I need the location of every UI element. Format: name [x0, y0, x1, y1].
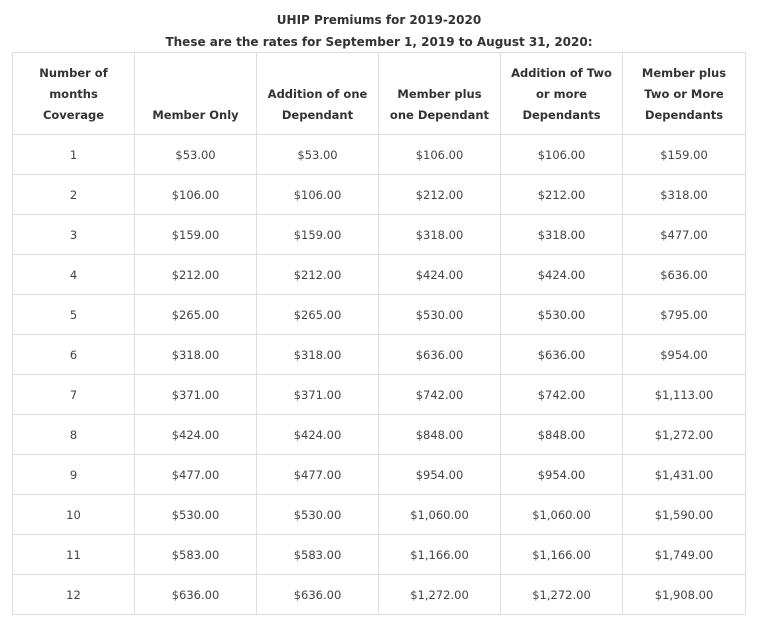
cell-months: 3 [12, 214, 135, 255]
cell-member-plus-one: $1,272.00 [378, 574, 501, 615]
cell-addition-one: $212.00 [256, 254, 379, 295]
page-title: UHIP Premiums for 2019-2020 [276, 13, 482, 27]
cell-months: 12 [12, 574, 135, 615]
table-row: 5 $265.00 $265.00 $530.00 $530.00 $795.00 [12, 294, 746, 335]
cell-member-plus-one: $424.00 [378, 254, 501, 295]
table-row: 10 $530.00 $530.00 $1,060.00 $1,060.00 $1,590… [12, 494, 746, 535]
cell-member-plus-two-plus: $1,431.00 [622, 454, 746, 495]
table-row: 2 $106.00 $106.00 $212.00 $212.00 $318.00 [12, 174, 746, 215]
cell-member-plus-two-plus: $795.00 [622, 294, 746, 335]
cell-months: 2 [12, 174, 135, 215]
cell-addition-two-plus: $1,272.00 [500, 574, 623, 615]
table-row: 12 $636.00 $636.00 $1,272.00 $1,272.00 $1,908… [12, 574, 746, 615]
cell-addition-one: $583.00 [256, 534, 379, 575]
cell-member-plus-one: $106.00 [378, 134, 501, 175]
cell-member-only: $583.00 [134, 534, 257, 575]
cell-addition-one: $636.00 [256, 574, 379, 615]
cell-months: 1 [12, 134, 135, 175]
cell-months: 9 [12, 454, 135, 495]
premium-rates-table: Number of months Coverage Member Only Ad… [12, 52, 746, 615]
cell-member-only: $477.00 [134, 454, 257, 495]
cell-member-plus-two-plus: $1,749.00 [622, 534, 746, 575]
header-member-plus-one: Member plus one Dependant [378, 52, 501, 135]
cell-months: 10 [12, 494, 135, 535]
cell-member-only: $212.00 [134, 254, 257, 295]
cell-member-plus-one: $954.00 [378, 454, 501, 495]
table-row: 7 $371.00 $371.00 $742.00 $742.00 $1,113.00 [12, 374, 746, 415]
cell-member-only: $106.00 [134, 174, 257, 215]
cell-addition-one: $477.00 [256, 454, 379, 495]
cell-member-plus-one: $318.00 [378, 214, 501, 255]
cell-member-plus-two-plus: $1,113.00 [622, 374, 746, 415]
cell-addition-two-plus: $1,166.00 [500, 534, 623, 575]
cell-member-plus-one: $530.00 [378, 294, 501, 335]
cell-months: 7 [12, 374, 135, 415]
cell-member-only: $371.00 [134, 374, 257, 415]
cell-member-plus-two-plus: $159.00 [622, 134, 746, 175]
cell-member-plus-one: $1,166.00 [378, 534, 501, 575]
header-member-plus-two-or-more: Member plus Two or More Dependants [622, 52, 746, 135]
cell-member-plus-one: $848.00 [378, 414, 501, 455]
header-member-only: Member Only [134, 52, 257, 135]
cell-member-only: $265.00 [134, 294, 257, 335]
cell-addition-one: $318.00 [256, 334, 379, 375]
header-addition-two-or-more: Addition of Two or more Dependants [500, 52, 623, 135]
cell-member-plus-two-plus: $1,590.00 [622, 494, 746, 535]
table-row: 8 $424.00 $424.00 $848.00 $848.00 $1,272.00 [12, 414, 746, 455]
cell-member-only: $53.00 [134, 134, 257, 175]
cell-addition-two-plus: $212.00 [500, 174, 623, 215]
table-header-row: Number of months Coverage Member Only Ad… [12, 52, 746, 135]
cell-addition-two-plus: $742.00 [500, 374, 623, 415]
cell-addition-one: $265.00 [256, 294, 379, 335]
cell-addition-one: $424.00 [256, 414, 379, 455]
cell-addition-one: $159.00 [256, 214, 379, 255]
cell-addition-one: $371.00 [256, 374, 379, 415]
cell-member-only: $636.00 [134, 574, 257, 615]
cell-member-only: $530.00 [134, 494, 257, 535]
cell-addition-two-plus: $106.00 [500, 134, 623, 175]
cell-addition-two-plus: $848.00 [500, 414, 623, 455]
cell-addition-one: $106.00 [256, 174, 379, 215]
header-addition-one-dependant: Addition of one Dependant [256, 52, 379, 135]
cell-member-only: $159.00 [134, 214, 257, 255]
cell-months: 8 [12, 414, 135, 455]
cell-member-only: $424.00 [134, 414, 257, 455]
cell-member-plus-two-plus: $636.00 [622, 254, 746, 295]
table-row: 3 $159.00 $159.00 $318.00 $318.00 $477.00 [12, 214, 746, 255]
cell-member-plus-two-plus: $1,908.00 [622, 574, 746, 615]
cell-addition-one: $530.00 [256, 494, 379, 535]
cell-addition-two-plus: $954.00 [500, 454, 623, 495]
cell-addition-two-plus: $1,060.00 [500, 494, 623, 535]
cell-months: 6 [12, 334, 135, 375]
cell-months: 4 [12, 254, 135, 295]
cell-addition-two-plus: $530.00 [500, 294, 623, 335]
table-row: 6 $318.00 $318.00 $636.00 $636.00 $954.00 [12, 334, 746, 375]
cell-member-plus-two-plus: $318.00 [622, 174, 746, 215]
cell-member-plus-two-plus: $1,272.00 [622, 414, 746, 455]
table-row: 11 $583.00 $583.00 $1,166.00 $1,166.00 $1,749… [12, 534, 746, 575]
cell-addition-two-plus: $318.00 [500, 214, 623, 255]
cell-member-only: $318.00 [134, 334, 257, 375]
cell-member-plus-one: $636.00 [378, 334, 501, 375]
table-row: 9 $477.00 $477.00 $954.00 $954.00 $1,431.00 [12, 454, 746, 495]
cell-months: 5 [12, 294, 135, 335]
table-row: 4 $212.00 $212.00 $424.00 $424.00 $636.00 [12, 254, 746, 295]
cell-addition-two-plus: $424.00 [500, 254, 623, 295]
cell-member-plus-two-plus: $954.00 [622, 334, 746, 375]
cell-addition-two-plus: $636.00 [500, 334, 623, 375]
cell-addition-one: $53.00 [256, 134, 379, 175]
table-body: 1 $53.00 $53.00 $106.00 $106.00 $159.00 2 $106.… [12, 134, 746, 615]
header-months-coverage: Number of months Coverage [12, 52, 135, 135]
cell-member-plus-one: $1,060.00 [378, 494, 501, 535]
table-row: 1 $53.00 $53.00 $106.00 $106.00 $159.00 [12, 134, 746, 175]
cell-member-plus-two-plus: $477.00 [622, 214, 746, 255]
cell-months: 11 [12, 534, 135, 575]
cell-member-plus-one: $742.00 [378, 374, 501, 415]
page-subtitle: These are the rates for September 1, 201… [165, 35, 593, 49]
cell-member-plus-one: $212.00 [378, 174, 501, 215]
